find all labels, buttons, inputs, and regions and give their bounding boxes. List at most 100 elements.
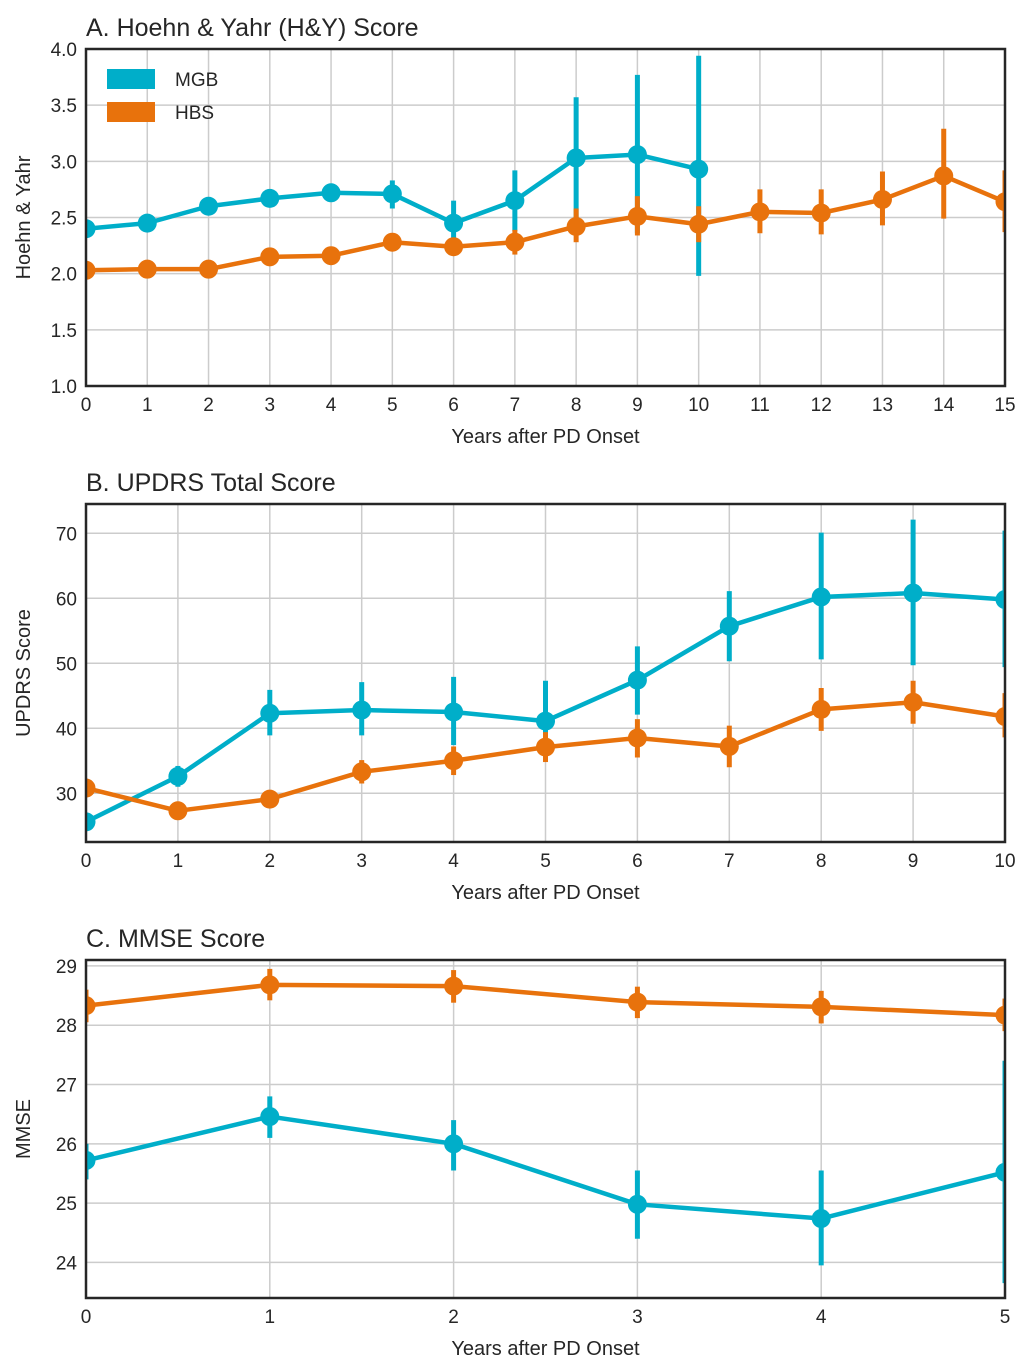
x-tick-label: 0 bbox=[81, 1307, 92, 1328]
data-point bbox=[260, 789, 280, 809]
x-tick-label: 9 bbox=[632, 395, 643, 416]
x-tick-label: 3 bbox=[632, 1307, 643, 1328]
data-point bbox=[627, 1194, 647, 1214]
data-point bbox=[199, 196, 219, 216]
y-tick-label: 4.0 bbox=[51, 40, 77, 61]
y-tick-label: 1.0 bbox=[51, 377, 77, 398]
x-tick-label: 4 bbox=[448, 851, 459, 872]
y-axis-label: MMSE bbox=[13, 1099, 35, 1159]
x-tick-label: 5 bbox=[387, 395, 398, 416]
x-tick-label: 10 bbox=[688, 395, 709, 416]
data-point bbox=[86, 778, 96, 798]
data-point bbox=[750, 202, 770, 222]
data-point bbox=[627, 728, 647, 748]
x-axis-label: Years after PD Onset bbox=[451, 882, 640, 904]
y-tick-label: 40 bbox=[56, 719, 77, 740]
data-point bbox=[995, 1162, 1005, 1182]
data-point bbox=[566, 216, 586, 236]
data-point bbox=[811, 203, 831, 223]
data-point bbox=[137, 213, 157, 233]
y-axis-label: Hoehn & Yahr bbox=[13, 155, 35, 279]
x-tick-label: 0 bbox=[81, 851, 92, 872]
data-point bbox=[719, 736, 739, 756]
data-point bbox=[382, 232, 402, 252]
y-axis-label: UPDRS Score bbox=[13, 609, 35, 737]
series-line bbox=[86, 173, 1005, 273]
panel-title: C. MMSE Score bbox=[86, 925, 265, 953]
legend-swatch bbox=[107, 102, 155, 122]
data-point bbox=[86, 219, 96, 239]
data-point bbox=[444, 237, 464, 257]
series-line bbox=[86, 982, 1005, 1018]
x-tick-label: 14 bbox=[933, 395, 955, 416]
data-point bbox=[689, 214, 709, 234]
x-tick-label: 6 bbox=[632, 851, 643, 872]
data-point bbox=[903, 692, 923, 712]
data-point bbox=[444, 751, 464, 771]
x-tick-label: 7 bbox=[724, 851, 735, 872]
series-hbs bbox=[86, 968, 1005, 1032]
x-tick-label: 6 bbox=[448, 395, 459, 416]
x-tick-label: 4 bbox=[816, 1307, 827, 1328]
data-point bbox=[995, 707, 1005, 727]
y-tick-label: 25 bbox=[56, 1194, 77, 1215]
data-point bbox=[536, 737, 555, 757]
data-point bbox=[382, 184, 402, 204]
y-tick-label: 50 bbox=[56, 654, 77, 675]
x-tick-label: 5 bbox=[1000, 1307, 1011, 1328]
data-point bbox=[995, 1005, 1005, 1025]
chart-panel-c: C. MMSE Score 0 1 2 3 4 5 24 25 26 27 28 29 Years aft… bbox=[13, 925, 1011, 1357]
data-point bbox=[811, 587, 831, 607]
panel-title: A. Hoehn & Yahr (H&Y) Score bbox=[86, 14, 419, 42]
y-tick-label: 26 bbox=[56, 1135, 77, 1156]
x-tick-label: 10 bbox=[994, 851, 1015, 872]
data-point bbox=[321, 246, 341, 266]
data-point bbox=[444, 1134, 464, 1154]
x-tick-label: 7 bbox=[510, 395, 521, 416]
data-point bbox=[321, 183, 341, 203]
data-point bbox=[199, 259, 219, 279]
panel-title: B. UPDRS Total Score bbox=[86, 469, 336, 497]
y-tick-label: 70 bbox=[56, 524, 77, 545]
data-point bbox=[260, 703, 280, 723]
data-point bbox=[168, 766, 188, 786]
data-point bbox=[536, 711, 555, 731]
y-tick-label: 27 bbox=[56, 1076, 77, 1097]
data-point bbox=[444, 976, 464, 996]
y-tick-label: 30 bbox=[56, 784, 77, 805]
data-point bbox=[934, 166, 954, 186]
data-point bbox=[872, 190, 892, 210]
data-point bbox=[811, 699, 831, 719]
x-tick-label: 15 bbox=[994, 395, 1015, 416]
legend-swatch bbox=[107, 69, 155, 89]
x-tick-label: 2 bbox=[448, 1307, 459, 1328]
data-point bbox=[689, 159, 709, 179]
data-point bbox=[627, 992, 647, 1012]
data-point bbox=[995, 590, 1005, 610]
series-mgb bbox=[86, 519, 1005, 832]
data-point bbox=[260, 1107, 280, 1127]
data-point bbox=[352, 700, 372, 720]
y-tick-label: 60 bbox=[56, 589, 77, 610]
data-point bbox=[86, 1150, 96, 1170]
x-tick-label: 9 bbox=[908, 851, 919, 872]
y-tick-label: 28 bbox=[56, 1016, 77, 1037]
x-tick-label: 1 bbox=[142, 395, 153, 416]
data-point bbox=[137, 259, 157, 279]
data-point bbox=[627, 145, 647, 165]
y-tick-label: 2.5 bbox=[51, 209, 77, 230]
series-mgb bbox=[86, 1060, 1005, 1284]
data-layer bbox=[86, 55, 1005, 280]
y-tick-label: 3.0 bbox=[51, 152, 77, 173]
chart-panel-b: B. UPDRS Total Score 0 1 2 3 4 5 6 7 8 9 10 30 40 50 60… bbox=[13, 469, 1016, 904]
x-tick-label: 3 bbox=[265, 395, 276, 416]
data-point bbox=[444, 213, 464, 233]
y-tick-label: 24 bbox=[56, 1253, 78, 1274]
data-point bbox=[719, 616, 739, 636]
data-point bbox=[260, 975, 280, 995]
legend-label: HBS bbox=[175, 103, 214, 124]
legend-label: MGB bbox=[175, 70, 218, 91]
series-mgb bbox=[86, 55, 709, 276]
